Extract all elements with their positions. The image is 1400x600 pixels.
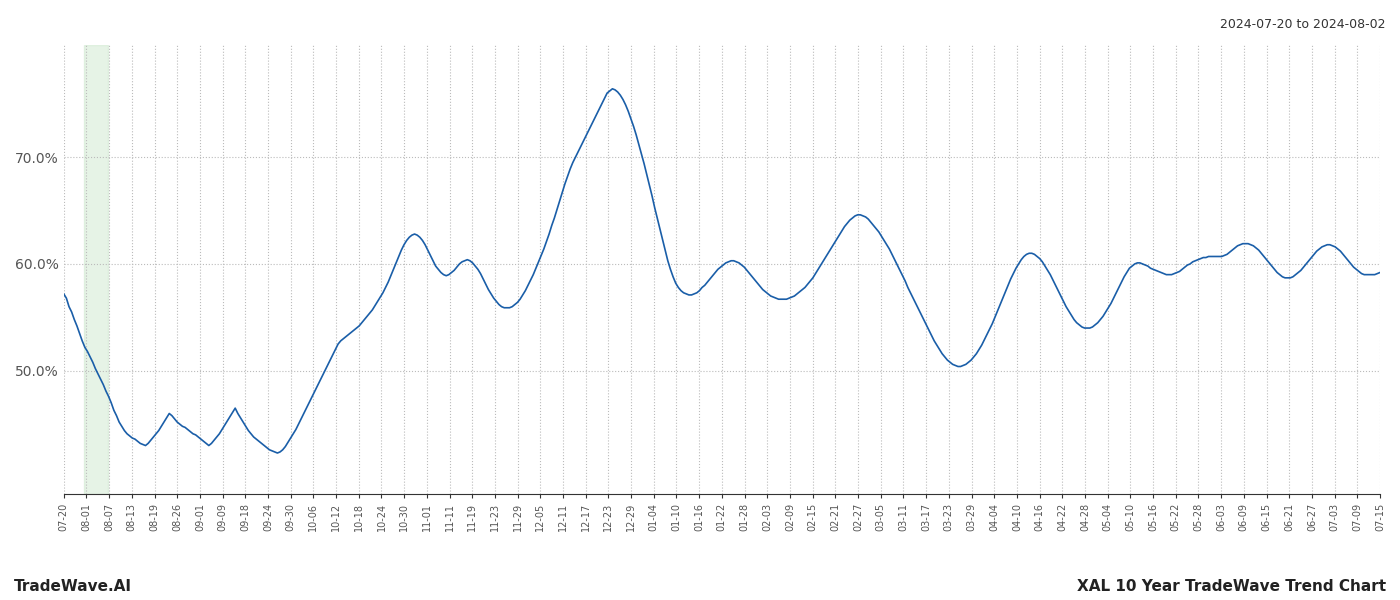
Text: XAL 10 Year TradeWave Trend Chart: XAL 10 Year TradeWave Trend Chart [1077,579,1386,594]
Text: 2024-07-20 to 2024-08-02: 2024-07-20 to 2024-08-02 [1221,18,1386,31]
Text: TradeWave.AI: TradeWave.AI [14,579,132,594]
Bar [84,45,108,494]
